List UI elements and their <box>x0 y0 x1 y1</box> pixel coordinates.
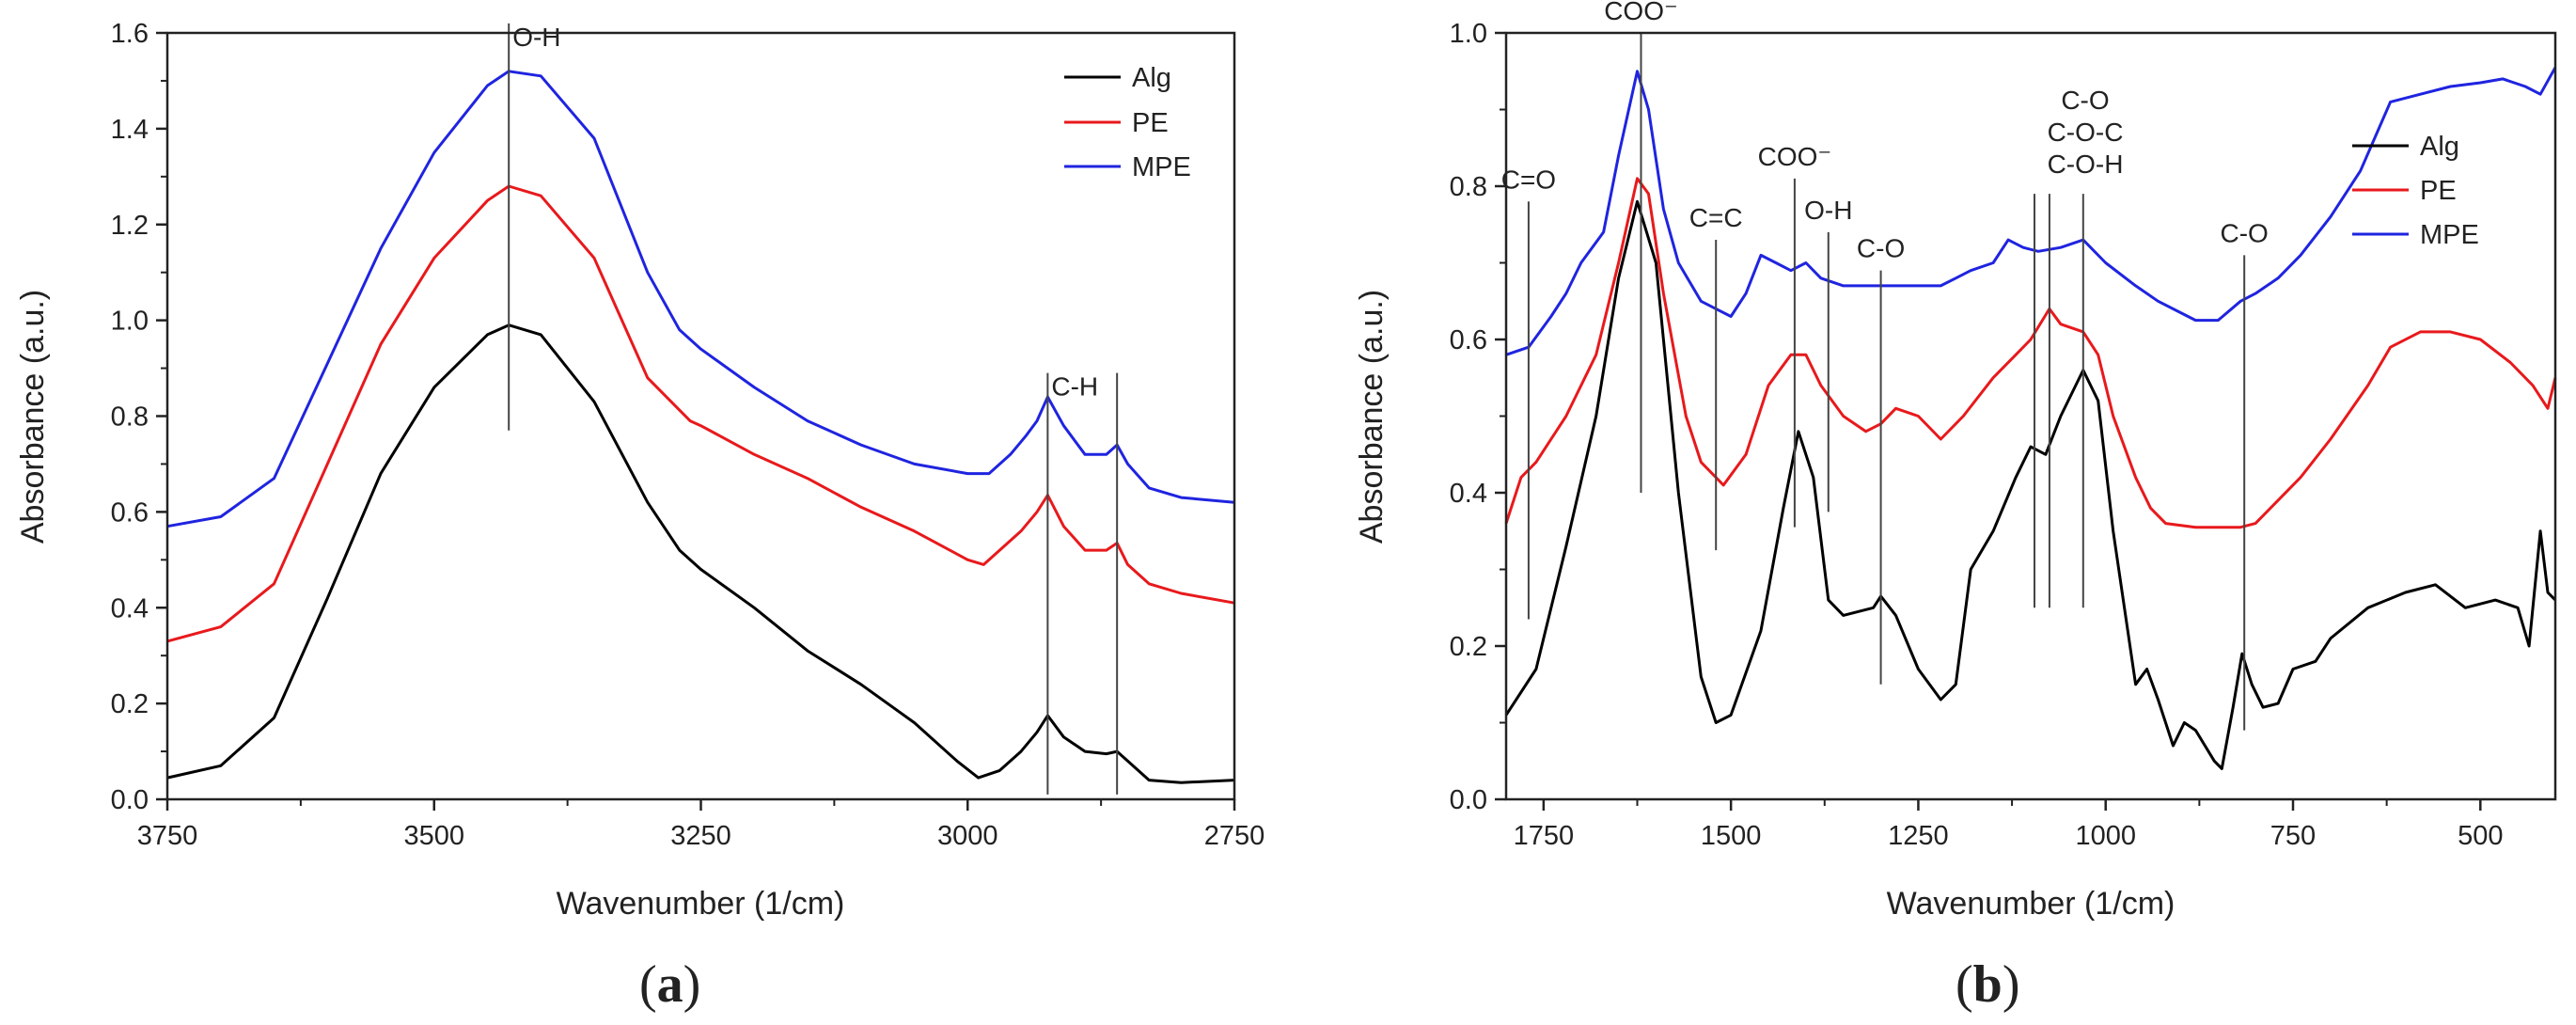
panel-b-ylabel: Absorbance (a.u.) <box>1354 290 1390 544</box>
annotation-label-coo-: COO⁻ <box>1604 0 1678 25</box>
panel-a: O-H C-H 3750 3500 3250 3000 2750 0.0 0.2 0.4 0.6 0… <box>15 19 1264 1014</box>
y-tick-label: 1.6 <box>111 19 149 49</box>
x-tick-label: 500 <box>2458 821 2503 851</box>
x-tick-label: 1250 <box>1888 821 1949 851</box>
panel-a-series <box>166 70 1235 784</box>
annotation-label-c-o-c: C-O-C <box>2048 118 2124 147</box>
panel-b-series <box>1504 66 2557 770</box>
x-tick-label: 3500 <box>403 821 464 851</box>
panel-a-ylabel: Absorbance (a.u.) <box>15 290 51 544</box>
series-line-mpe <box>1505 66 2557 356</box>
y-tick-label: 0.8 <box>1450 172 1487 202</box>
x-tick-label: 1750 <box>1514 821 1575 851</box>
panel-a-label-letter: a <box>657 955 683 1014</box>
annotation-label-c-o: C=O <box>1501 165 1556 194</box>
panel-a-label-close: ) <box>683 955 701 1014</box>
panel-a-label-open: ( <box>639 955 657 1014</box>
x-tick-label: 3750 <box>137 821 198 851</box>
panel-a-xlabel: Wavenumber (1/cm) <box>557 886 845 922</box>
panel-b-label-letter: b <box>1973 955 2003 1014</box>
legend-label-pe: PE <box>2420 176 2457 206</box>
panel-b-label-close: ) <box>2003 955 2020 1014</box>
x-tick-label: 750 <box>2270 821 2316 851</box>
panel-b-label: (b) <box>1956 955 2019 1014</box>
y-tick-label: 0.4 <box>1450 479 1487 509</box>
annotation-label-c-h: C-H <box>1051 372 1098 402</box>
y-tick-label: 1.2 <box>111 211 149 241</box>
y-tick-label: 0.2 <box>1450 632 1487 662</box>
y-tick-label: 0.2 <box>111 689 149 719</box>
legend-label-pe: PE <box>1132 108 1169 138</box>
y-tick-label: 1.0 <box>111 307 149 337</box>
legend-label-alg: Alg <box>2420 132 2459 162</box>
legend-label-mpe: MPE <box>1132 152 1191 182</box>
panel-a-label: (a) <box>639 955 700 1014</box>
y-tick-label: 0.0 <box>1450 785 1487 815</box>
y-tick-label: 0.6 <box>111 497 149 528</box>
annotation-label-c-o-stack: C-O <box>2061 86 2109 115</box>
panel-b-xlabel: Wavenumber (1/cm) <box>1887 886 2175 922</box>
y-tick-label: 0.4 <box>111 593 149 623</box>
series-line-alg <box>1504 199 2557 770</box>
x-tick-label: 3000 <box>937 821 998 851</box>
x-tick-label: 3250 <box>670 821 731 851</box>
panel-a-legend: Alg PE MPE <box>1064 63 1191 182</box>
legend-label-mpe: MPE <box>2420 220 2479 250</box>
annotation-label-c-o: C-O <box>2221 218 2269 247</box>
y-tick-label: 1.4 <box>111 115 149 145</box>
annotation-label-c-c: C=C <box>1689 203 1743 232</box>
panel-a-frame <box>165 31 1236 801</box>
x-tick-label: 2750 <box>1204 821 1265 851</box>
y-tick-label: 1.0 <box>1450 19 1487 49</box>
panel-a-annotations: O-H C-H <box>508 23 1119 795</box>
annotation-label-o-h: O-H <box>512 23 560 52</box>
panel-b-legend: Alg PE MPE <box>2352 132 2479 250</box>
y-tick-label: 0.8 <box>111 402 149 433</box>
series-line-pe <box>1504 177 2557 529</box>
legend-label-alg: Alg <box>1132 63 1171 93</box>
panel-a-ticks: 3750 3500 3250 3000 2750 0.0 0.2 0.4 0.6 0.8 1.0 1.… <box>111 19 1265 851</box>
annotation-label-c-o: C-O <box>1857 234 1905 263</box>
annotation-label-coo-: COO⁻ <box>1758 142 1832 171</box>
series-line-alg <box>166 323 1235 784</box>
annotation-label-c-o-h: C-O-H <box>2048 150 2124 179</box>
panel-b-frame <box>1504 31 2557 801</box>
panel-b-stacked-label: C-O C-O-C C-O-H <box>2048 86 2124 179</box>
panel-b-ticks: 1750 1500 1250 1000 750 500 0.0 0.2 0.4 0.6 0.8 1.0 <box>1450 19 2504 851</box>
series-line-pe <box>166 184 1235 643</box>
x-tick-label: 1500 <box>1701 821 1762 851</box>
y-tick-label: 0.6 <box>1450 325 1487 355</box>
y-tick-label: 0.0 <box>111 785 149 815</box>
series-line-mpe <box>166 70 1235 528</box>
x-tick-label: 1000 <box>2075 821 2136 851</box>
panel-b-label-open: ( <box>1956 955 1973 1014</box>
annotation-label-o-h: O-H <box>1804 196 1852 225</box>
